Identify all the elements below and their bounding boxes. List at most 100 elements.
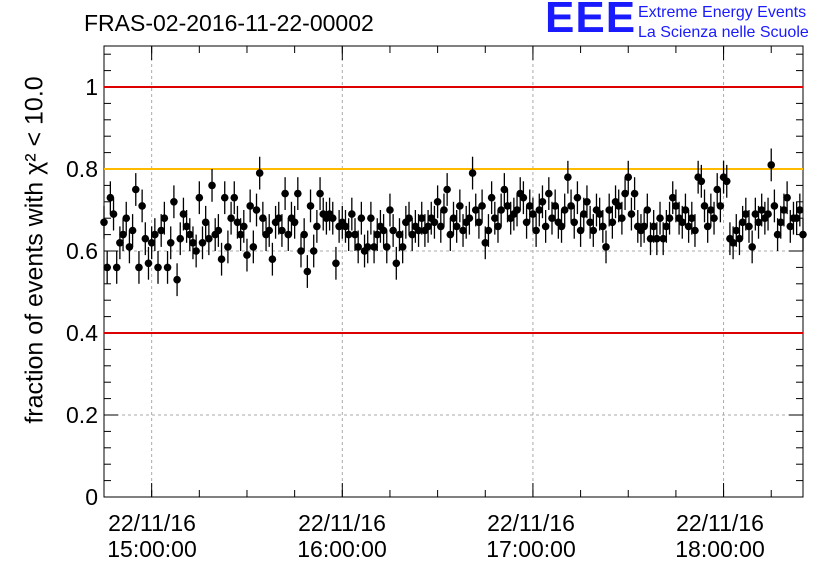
data-point: [332, 259, 340, 268]
data-point: [560, 206, 569, 214]
data-point: [135, 263, 143, 272]
data-point: [424, 222, 432, 231]
data-point: [154, 263, 162, 272]
data-point: [386, 206, 394, 214]
data-point: [363, 243, 372, 251]
data-point: [163, 263, 172, 272]
data-point: [630, 189, 639, 198]
y-tick-label: 1: [85, 74, 98, 100]
data-point: [754, 218, 763, 227]
data-point: [249, 243, 258, 251]
data-point: [243, 251, 251, 259]
logo-line-2: La Scienza nelle Scuole: [638, 24, 809, 41]
data-point: [519, 193, 528, 202]
data-point: [303, 267, 312, 276]
data-point: [147, 239, 156, 247]
data-point: [459, 226, 467, 235]
data-point: [494, 222, 502, 231]
data-point: [357, 214, 366, 222]
data-point: [538, 198, 547, 206]
data-point: [487, 193, 496, 202]
data-point: [595, 210, 604, 218]
data-point: [201, 218, 210, 227]
data-point: [605, 206, 613, 214]
data-point: [316, 189, 324, 198]
data-point: [205, 234, 213, 243]
data-point: [227, 214, 235, 222]
data-point: [716, 202, 725, 210]
data-point: [649, 222, 658, 231]
data-point: [573, 193, 582, 202]
data-point: [274, 214, 283, 222]
data-point: [796, 206, 804, 214]
data-point: [452, 222, 461, 231]
data-point: [541, 222, 550, 231]
x-tick-date: 22/11/16: [108, 510, 196, 536]
data-point: [691, 226, 699, 235]
data-point: [233, 218, 242, 227]
data-point: [246, 202, 254, 210]
data-point: [738, 218, 747, 227]
data-point: [551, 202, 559, 210]
data-point: [144, 259, 153, 268]
data-point: [710, 214, 718, 222]
data-point: [799, 230, 807, 239]
data-point: [309, 247, 318, 255]
data-point: [735, 234, 744, 243]
data-point: [703, 222, 712, 231]
data-point: [294, 189, 302, 198]
data-point: [757, 206, 766, 214]
data-point: [392, 259, 401, 268]
data-point: [481, 239, 490, 247]
data-point: [122, 214, 131, 222]
data-point: [529, 210, 537, 218]
data-point: [640, 222, 648, 231]
data-point: [106, 193, 115, 202]
data-point: [687, 214, 696, 222]
data-point: [395, 230, 404, 239]
data-point: [297, 247, 305, 255]
data-point: [125, 243, 134, 251]
data-point: [722, 177, 731, 186]
data-point: [182, 222, 191, 231]
data-point: [341, 222, 350, 231]
data-point: [621, 189, 629, 198]
x-tick-label-1800: 22/11/16 18:00:00: [660, 510, 780, 562]
data-point: [729, 239, 737, 247]
data-point: [465, 214, 474, 222]
data-point: [443, 185, 451, 194]
data-point: [290, 218, 299, 227]
data-point: [103, 263, 111, 272]
data-point: [265, 226, 274, 235]
data-point: [732, 226, 741, 235]
data-point: [440, 206, 448, 214]
data-point: [662, 222, 671, 231]
data-point: [170, 198, 178, 206]
data-point: [602, 243, 610, 251]
y-tick-label: 0: [85, 484, 98, 510]
data-point: [697, 177, 706, 186]
data-point: [433, 198, 442, 206]
data-point: [500, 185, 509, 194]
data-point: [707, 206, 715, 214]
data-point: [414, 226, 423, 235]
data-point: [503, 202, 512, 210]
data-point: [430, 218, 439, 227]
x-tick-label-1700: 22/11/16 17:00:00: [471, 510, 591, 562]
data-point: [456, 202, 464, 210]
data-point: [614, 202, 623, 210]
x-tick-date: 22/11/16: [676, 510, 764, 536]
data-point: [576, 226, 585, 235]
data-point: [783, 193, 791, 202]
data-point: [189, 239, 197, 247]
data-point: [624, 173, 633, 181]
data-point: [354, 243, 362, 251]
x-tick-time: 18:00:00: [675, 536, 765, 562]
data-point: [681, 206, 690, 214]
data-point: [157, 226, 165, 235]
data-point: [100, 218, 108, 227]
data-point: [742, 210, 750, 218]
data-point: [643, 206, 652, 214]
data-point: [240, 222, 248, 231]
data-point: [786, 222, 795, 231]
